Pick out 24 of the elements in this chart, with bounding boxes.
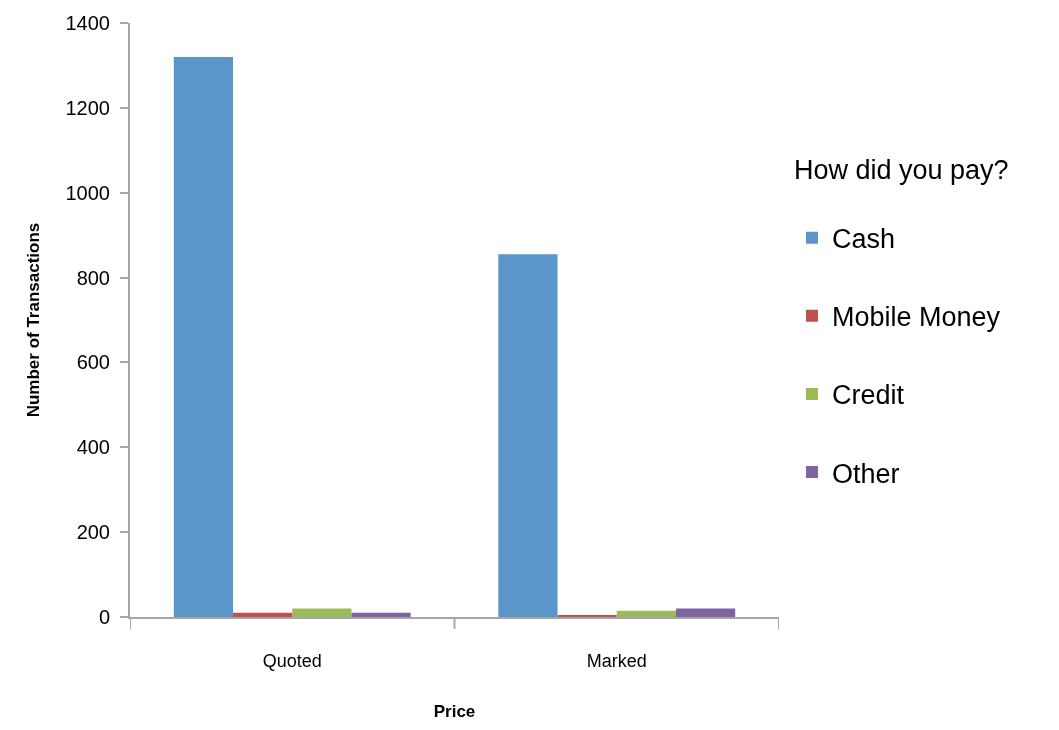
legend-label: Credit	[831, 380, 905, 411]
legend-label: Mobile Money	[831, 302, 1001, 333]
x-tick-label: Quoted	[262, 650, 322, 671]
bar	[351, 612, 411, 617]
x-tick-label: Marked	[586, 650, 647, 671]
y-tick-label: 1400	[65, 12, 110, 34]
bar	[233, 612, 293, 617]
x-axis-title: Price	[433, 702, 476, 722]
y-tick-label: 1000	[65, 181, 110, 204]
bar	[616, 610, 676, 617]
bar	[292, 608, 352, 617]
y-tick-label: 800	[76, 266, 110, 289]
y-tick-label: 600	[76, 351, 110, 374]
legend-label: Cash	[831, 224, 896, 255]
bar	[173, 56, 234, 617]
y-tick-label: 0	[98, 606, 110, 628]
legend-label: Other	[831, 458, 900, 489]
y-axis-title: Number of Transactions	[23, 222, 43, 418]
bar	[498, 254, 558, 617]
y-tick-label: 400	[76, 436, 110, 459]
bar	[675, 608, 736, 617]
legend-title: How did you pay?	[793, 154, 1009, 185]
y-tick-label: 1200	[65, 96, 110, 119]
y-tick-label: 200	[76, 521, 110, 544]
